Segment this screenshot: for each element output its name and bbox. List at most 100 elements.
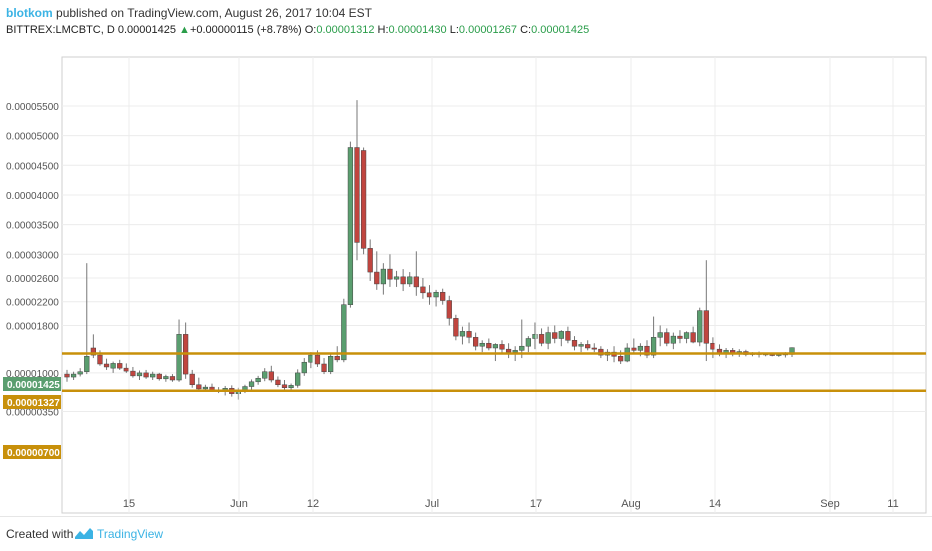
candle-down [505,348,512,353]
candle-up [532,334,538,339]
candle-down [664,332,670,344]
candle-down [565,331,571,341]
chart-footer: Created with TradingView [0,516,932,551]
tradingview-logo-icon[interactable] [74,525,94,541]
candle-down [446,300,452,319]
candle-up [393,276,400,280]
candle-up [328,356,334,372]
candle-up [262,371,268,379]
publish-line: blotkom published on TradingView.com, Au… [6,6,372,20]
y-tick-label: 0.00005500 [6,102,59,113]
candle-up [433,291,439,298]
last-price: 0.00001425 [117,24,176,36]
low-value: 0.00001267 [458,24,518,36]
x-tick-label: 17 [530,498,542,510]
created-with-text: Created with [6,527,74,541]
x-tick-label: Jun [230,498,248,510]
candle-down [703,310,709,344]
candle-down [117,363,123,369]
x-tick-label: Sep [820,498,840,510]
candle-up [136,372,143,377]
candle-down [268,371,274,381]
candle-down [360,150,367,249]
candle-down [314,354,321,365]
low-label: L: [449,24,459,36]
candle-down [571,340,578,347]
candle-up [202,386,209,390]
candle-up [84,356,90,372]
candle-down [631,347,637,351]
candle-down [426,292,433,298]
candle-up [657,332,663,338]
candle-up [163,376,169,380]
candle-down [552,332,558,339]
close-label: C: [520,24,532,36]
upper-line-tag [3,395,61,409]
candle-up [525,338,531,347]
candle-up [70,373,77,378]
candle-down [486,342,492,349]
candle-down [196,384,202,390]
open-value: 0.00001312 [316,24,375,36]
close-value: 0.00001425 [531,24,590,36]
x-tick-label: Aug [621,498,641,510]
high-label: H: [377,24,389,36]
author-link[interactable]: blotkom [6,6,53,20]
candle-down [334,356,340,361]
y-tick-label: 0.00003000 [6,250,59,261]
candle-up [683,332,690,339]
x-tick-label: 14 [709,498,721,510]
candle-down [374,271,380,285]
up-arrow-icon: ▲ [179,24,190,36]
x-tick-label: Jul [425,498,439,510]
candle-up [519,345,525,351]
candle-down [169,376,176,381]
candle-down [499,344,505,350]
candle-down [321,363,327,372]
candle-up [512,350,518,353]
y-tick-label: 0.00001000 [6,369,59,380]
symbol-name: BITTREX:LMCBTC, D [6,24,115,36]
last-price-tag-text: 0.00001425 [7,380,60,391]
candle-up [150,373,156,378]
price-change: +0.00000115 (+8.78%) [189,24,302,36]
y-tick-label: 0.00002600 [6,274,59,285]
candle-up [341,304,347,361]
y-tick-label: 0.00001800 [6,321,59,332]
candle-up [545,332,551,344]
candle-down [103,363,110,368]
candle-up [295,372,301,386]
lower-line-tag [3,445,61,459]
candle-up [301,361,307,374]
candle-down [354,147,360,243]
candle-down [598,348,604,356]
y-tick-label: 0.00003500 [6,221,59,232]
candle-up [578,344,584,347]
last-price-tag [3,377,61,391]
candle-up [670,335,676,344]
candle-down [130,370,136,377]
candle-up [479,342,485,347]
candle-down [591,347,597,350]
candle-up [288,385,294,388]
open-label: O: [304,24,317,36]
candle-down [618,356,624,362]
candle-down [281,384,288,388]
y-tick-label: 0.00004500 [6,161,59,172]
candle-up [255,377,261,383]
candle-down [156,373,162,380]
chart-header: blotkom published on TradingView.com, Au… [0,0,932,42]
candle-up [697,310,703,343]
tradingview-brand-link[interactable]: TradingView [97,527,164,541]
candle-up [637,345,644,351]
candle-up [110,363,116,369]
candle-up [77,371,83,375]
candle-down [677,335,683,339]
x-tick-label: 11 [887,498,898,510]
candle-up [248,381,255,387]
candle-down [387,268,393,280]
published-text: published on TradingView.com, August 26,… [56,6,373,20]
candlestick-chart[interactable]: 0.00005500 0.00005000 0.00004500 0.00004000… [0,42,932,516]
candle-down [453,318,459,337]
y-tick-label: 0.00005000 [6,132,59,143]
